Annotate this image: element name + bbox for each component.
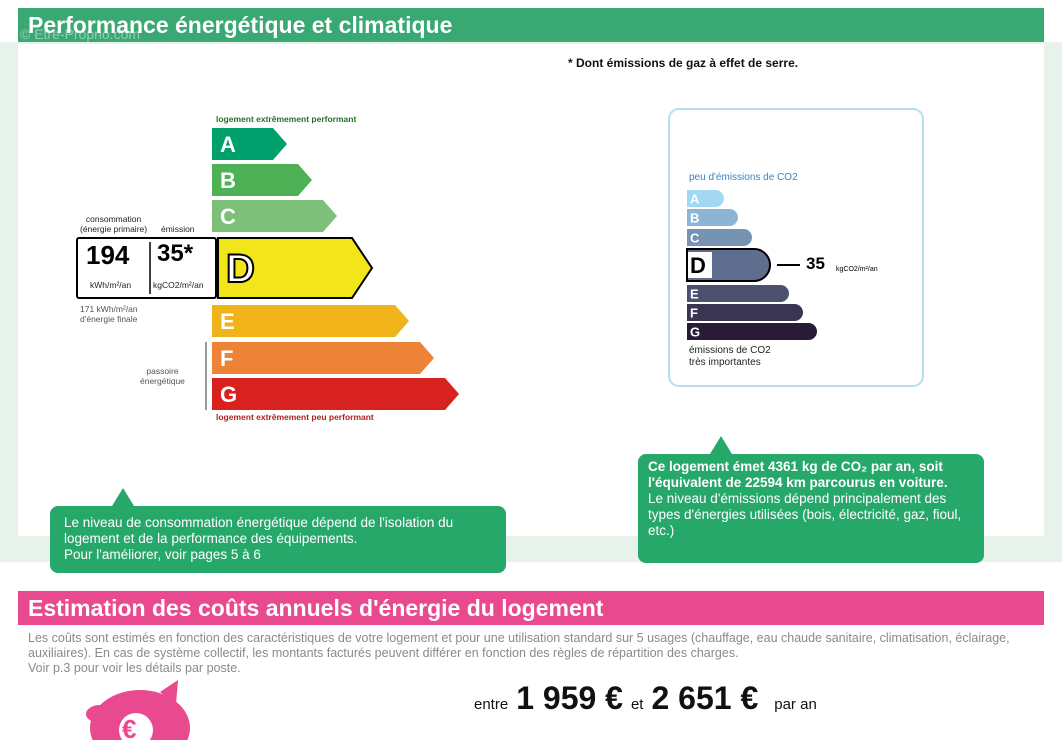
per-year: par an <box>774 696 817 713</box>
and: et <box>630 696 644 713</box>
co2-class-letter: F <box>690 306 698 321</box>
top-caption: logement extrêmement performant <box>216 114 357 124</box>
energy-class-bar <box>212 128 287 160</box>
co2-class-bar <box>687 323 817 340</box>
bubble-text: Le niveau d'émissions dépend principalem… <box>648 491 962 538</box>
energy-class-bar <box>212 164 312 196</box>
final-energy: 171 kWh/m²/an d'énergie finale <box>80 304 138 324</box>
co2-bottom-caption: émissions de CO2 très importantes <box>689 345 771 369</box>
energy-class-letter: F <box>220 346 233 371</box>
co2-letter-box <box>688 252 712 278</box>
value-box <box>76 237 217 299</box>
between: entre <box>474 696 509 713</box>
left-bubble: Le niveau de consommation énergétique dé… <box>50 506 506 573</box>
co2-top-caption: peu d'émissions de CO2 <box>689 172 798 183</box>
header-title: Performance énergétique et climatique <box>28 12 453 38</box>
note: * Dont émissions de gaz à effet de serre… <box>568 56 799 70</box>
cost-header-bar <box>18 591 1044 625</box>
co2-class-letter: C <box>690 231 700 246</box>
bubble-text: Pour l'améliorer, voir pages 5 à 6 <box>64 547 261 562</box>
co2-class-letter: E <box>690 287 699 302</box>
co2-class-bar <box>687 304 803 321</box>
icon-symbol: € <box>122 714 137 744</box>
energy-class-letter: B <box>220 168 236 193</box>
caption-line: consommation <box>85 214 142 224</box>
co2-class-letter: D <box>690 253 706 278</box>
consumption-unit: kWh/m²/an <box>90 280 132 290</box>
energy-class-letter: D <box>226 247 255 291</box>
consumption-caption: consommation (énergie primaire) <box>80 214 147 234</box>
bubble-tail <box>112 488 134 506</box>
watermark: © Etre-Proprio.com <box>20 26 141 42</box>
energy-class-letter: E <box>220 309 235 334</box>
energy-class-bar <box>212 378 459 410</box>
bubble-tail <box>710 436 732 454</box>
cost-max: 2 651 € <box>651 680 759 716</box>
co2-class-bar <box>687 190 724 207</box>
co2-class-bar <box>687 229 752 246</box>
line: 171 kWh/m²/an <box>80 304 138 314</box>
emission-caption: émission <box>161 224 195 234</box>
emission-unit: kgCO2/m²/an <box>153 280 204 290</box>
caption-line: (énergie primaire) <box>80 224 148 234</box>
energy-class-bar <box>217 237 374 299</box>
line: émissions de CO2 <box>689 345 771 356</box>
energy-class-letter: A <box>220 132 236 157</box>
cost-title: Estimation des coûts annuels d'énergie d… <box>28 595 604 621</box>
co2-class-letter: B <box>690 211 699 226</box>
line: énergétique <box>140 376 185 386</box>
piggy-icon <box>86 680 190 740</box>
co2-unit: kgCO2/m²/an <box>836 266 878 273</box>
co2-class-letter: G <box>690 325 700 340</box>
co2-class-bar <box>687 209 738 226</box>
cost-description: Les coûts sont estimés en fonction des c… <box>28 631 1028 676</box>
co2-class-letter: A <box>690 192 700 207</box>
co2-class-bar <box>687 285 789 302</box>
line: Les coûts sont estimés en fonction des c… <box>28 631 1010 660</box>
bubble-text: Le niveau de consommation énergétique dé… <box>64 515 454 546</box>
consumption-value: 194 <box>86 240 130 270</box>
sieve-label: passoire énergétique <box>140 366 185 386</box>
energy-class-letter: C <box>220 204 236 229</box>
energy-class-bar <box>212 305 409 337</box>
line: d'énergie finale <box>80 314 138 324</box>
cost-min: 1 959 € <box>516 680 623 716</box>
energy-class-letter: G <box>220 382 237 407</box>
line: passoire <box>146 366 179 376</box>
cost-range: entre 1 959 € et 2 651 € par an <box>474 680 817 717</box>
co2-value: 35 <box>806 254 825 273</box>
right-bubble: Ce logement émet 4361 kg de CO₂ par an, … <box>638 454 984 563</box>
line: très importantes <box>689 357 761 368</box>
energy-class-bar <box>212 200 337 232</box>
line: Voir p.3 pour voir les détails par poste… <box>28 661 241 675</box>
energy-class-bar <box>212 342 434 374</box>
bubble-bold: Ce logement émet 4361 kg de CO₂ par an, … <box>648 459 948 490</box>
header-bar <box>18 8 1044 42</box>
emission-value: 35* <box>157 240 194 267</box>
bottom-caption: logement extrêmement peu performant <box>216 412 374 422</box>
